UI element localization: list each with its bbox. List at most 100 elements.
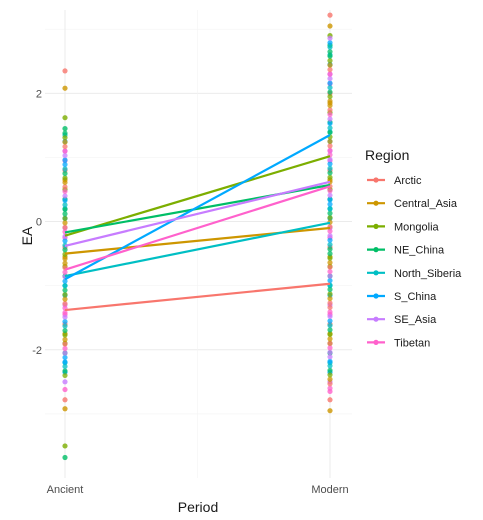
data-point (62, 336, 68, 343)
data-point (327, 313, 333, 320)
legend-key-point (373, 177, 379, 183)
data-point (327, 242, 333, 248)
legend-label: Tibetan (394, 337, 430, 349)
x-tick-label: Ancient (47, 484, 84, 496)
data-point (62, 126, 68, 132)
data-point (62, 175, 68, 181)
data-point (62, 211, 68, 217)
data-point (62, 68, 68, 74)
data-point (327, 210, 333, 216)
legend-label: S_China (394, 291, 437, 303)
legend-key-point (373, 316, 379, 322)
data-point (327, 246, 333, 252)
data-point (62, 443, 68, 449)
data-point (62, 170, 68, 177)
data-point (62, 157, 68, 163)
data-point (327, 143, 333, 149)
legend-label: North_Siberia (394, 268, 462, 280)
data-point (62, 354, 68, 361)
data-point (327, 372, 333, 378)
data-point (62, 323, 68, 329)
data-point (62, 372, 68, 379)
data-point (327, 23, 333, 29)
data-point (327, 147, 333, 153)
legend-key-point (373, 247, 379, 253)
grid (45, 10, 352, 478)
legend-label: Mongolia (394, 221, 440, 233)
legend-label: SE_Asia (394, 314, 437, 326)
data-point (327, 174, 333, 180)
data-point (62, 278, 68, 284)
series-line-north-siberia (64, 221, 331, 278)
legend-key-point (373, 223, 379, 229)
data-point (327, 53, 333, 59)
data-point (327, 309, 333, 315)
data-point (62, 363, 68, 370)
data-point (327, 291, 333, 297)
data-point (327, 165, 333, 171)
data-point (62, 179, 68, 186)
data-point (327, 233, 333, 239)
data-point (327, 93, 333, 100)
data-point (327, 102, 333, 109)
data-point (327, 345, 333, 351)
data-point (62, 332, 68, 338)
data-point (327, 98, 333, 104)
data-point (327, 327, 333, 333)
data-point (62, 152, 68, 159)
data-point (62, 188, 68, 195)
data-point (62, 309, 68, 316)
data-point (327, 318, 333, 324)
data-point (327, 188, 333, 194)
data-point (327, 170, 333, 176)
data-point (327, 80, 333, 86)
data-point (327, 397, 333, 403)
data-point (62, 166, 68, 172)
data-point (327, 206, 333, 212)
data-point (327, 340, 333, 346)
data-point (327, 44, 333, 50)
data-point (327, 354, 333, 360)
data-point (327, 381, 333, 387)
data-point (327, 197, 333, 203)
data-point (327, 322, 333, 329)
data-point (62, 292, 68, 298)
series-line-arctic (64, 282, 331, 312)
data-point (327, 89, 333, 95)
data-point (62, 197, 68, 204)
data-point (327, 192, 333, 198)
data-point (327, 408, 333, 414)
legend-label: NE_China (394, 245, 445, 257)
data-point (327, 107, 333, 113)
data-point (62, 143, 68, 150)
data-point (327, 259, 333, 266)
data-point (327, 75, 333, 82)
data-point (62, 85, 68, 91)
data-point (327, 251, 333, 257)
data-point (327, 237, 333, 243)
data-point (62, 202, 68, 208)
data-point (327, 62, 333, 68)
data-point (327, 40, 333, 46)
data-point (62, 247, 68, 253)
data-point (327, 376, 333, 382)
y-axis-title: EA (19, 226, 35, 245)
data-point (327, 201, 333, 207)
data-point (62, 359, 68, 365)
data-point (62, 341, 68, 347)
data-point (62, 350, 68, 356)
data-point (62, 238, 68, 244)
legend-key-point (373, 293, 379, 299)
data-point (327, 138, 333, 145)
data-point (62, 139, 68, 145)
data-point (62, 260, 68, 266)
data-point (327, 67, 333, 73)
data-point (62, 184, 68, 190)
y-tick-label: -2 (32, 345, 42, 357)
data-point (62, 130, 68, 136)
series-line-se-asia (64, 180, 331, 247)
legend: Region Arctic Central_Asia Mongolia NE_Chin… (365, 147, 462, 349)
data-point (327, 277, 333, 284)
data-point (62, 283, 68, 289)
